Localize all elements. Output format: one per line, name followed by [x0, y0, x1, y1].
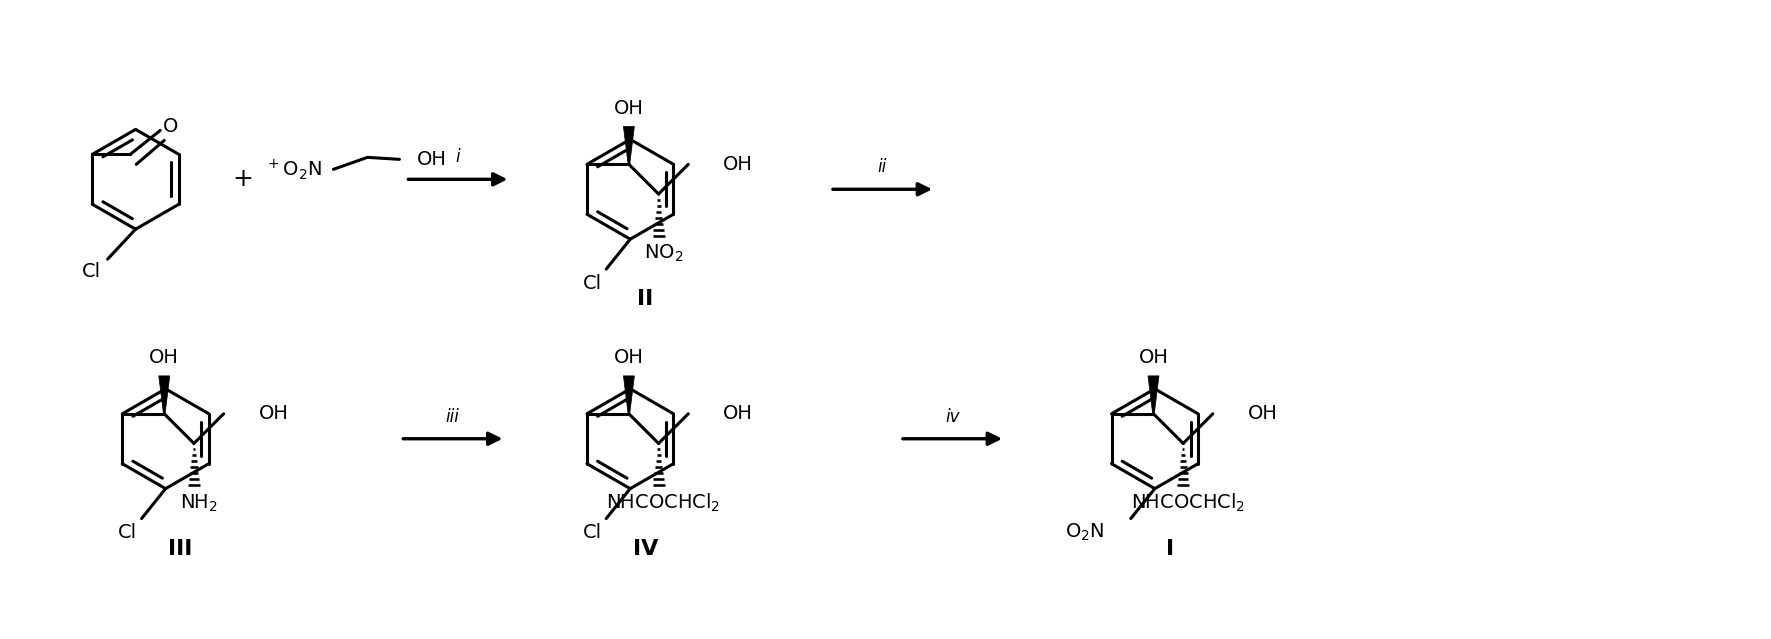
Text: IV: IV — [632, 539, 657, 558]
Text: OH: OH — [149, 348, 179, 367]
Text: O$_2$N: O$_2$N — [1066, 522, 1105, 543]
Text: OH: OH — [418, 150, 448, 169]
Text: +: + — [232, 167, 253, 191]
Polygon shape — [623, 376, 634, 414]
Text: I: I — [1165, 539, 1174, 558]
Text: Cl: Cl — [583, 273, 602, 293]
Text: OH: OH — [1139, 348, 1169, 367]
Text: NHCOCHCl$_2$: NHCOCHCl$_2$ — [1132, 492, 1245, 514]
Text: NO$_2$: NO$_2$ — [645, 243, 684, 265]
Text: iv: iv — [946, 408, 960, 426]
Polygon shape — [159, 376, 170, 414]
Text: i: i — [455, 148, 460, 166]
Polygon shape — [623, 127, 634, 164]
Polygon shape — [1148, 376, 1158, 414]
Text: Cl: Cl — [583, 523, 602, 542]
Text: II: II — [638, 289, 653, 309]
Text: OH: OH — [259, 404, 289, 423]
Text: Cl: Cl — [81, 261, 101, 281]
Text: NH$_2$: NH$_2$ — [181, 493, 218, 514]
Text: OH: OH — [615, 99, 645, 118]
Text: OH: OH — [615, 348, 645, 367]
Text: OH: OH — [1249, 404, 1277, 423]
Text: NHCOCHCl$_2$: NHCOCHCl$_2$ — [606, 492, 721, 514]
Text: O: O — [163, 117, 177, 136]
Text: $^+$O$_2$N: $^+$O$_2$N — [266, 157, 322, 181]
Text: III: III — [168, 539, 193, 558]
Text: Cl: Cl — [119, 523, 136, 542]
Text: iii: iii — [446, 408, 460, 426]
Text: ii: ii — [878, 158, 887, 176]
Text: OH: OH — [723, 155, 753, 174]
Text: OH: OH — [723, 404, 753, 423]
